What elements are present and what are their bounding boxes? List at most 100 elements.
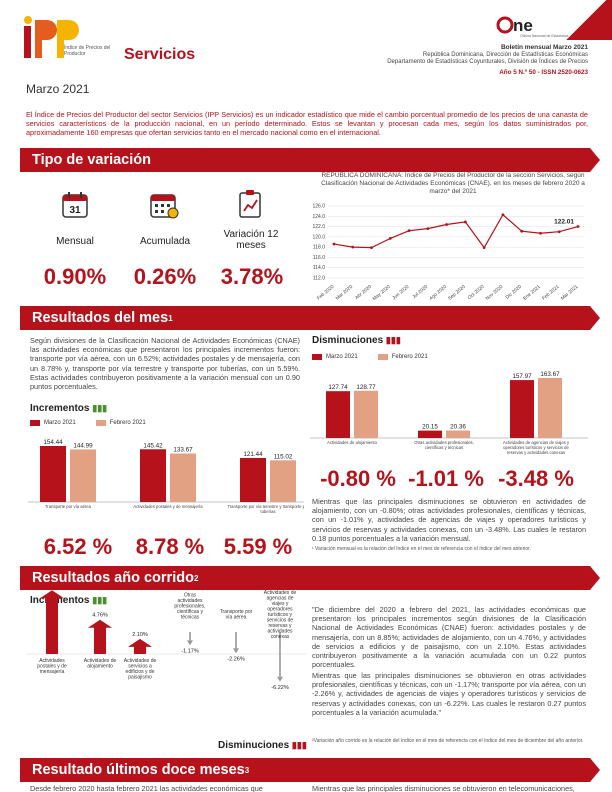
- incrementos-legend: Marzo 2021 Febrero 2021: [30, 420, 146, 426]
- section-title-resultados: Resultados del mes: [32, 310, 169, 326]
- category-label: reservas y: [268, 623, 292, 629]
- x-tick-label: Sep 2020: [447, 284, 467, 302]
- x-tick-label: Nov 2020: [485, 284, 505, 302]
- x-tick-label: Oct 2020: [467, 284, 486, 301]
- x-tick-label: Feb 2020: [316, 284, 336, 302]
- incrementos-bar-chart: 154.44 144.99 Transporte por vía aérea 145.…: [28, 439, 304, 514]
- category-label: científicas y: [177, 609, 204, 615]
- bar: [240, 457, 266, 502]
- increase-arrow: [128, 638, 152, 654]
- legend-label-mar-d: Marzo 2021: [326, 354, 358, 360]
- data-label: 145.42: [143, 442, 163, 449]
- category-label: Actividades: [39, 658, 65, 664]
- ipp-logo: [22, 14, 92, 62]
- calendar-grid-icon: [149, 191, 179, 219]
- legend-label-feb: Febrero 2021: [109, 420, 146, 426]
- category-label: Transporte por vía aérea: [45, 504, 92, 509]
- bar: [326, 391, 350, 438]
- category-label: operadores turísticos y servicios de: [503, 445, 569, 450]
- x-tick-label: Mar 2021: [560, 284, 580, 302]
- legend-swatch-feb-d: [377, 354, 388, 360]
- legend-swatch-mar-d: [312, 354, 322, 360]
- section-title: Servicios: [124, 46, 196, 63]
- inc-variation-3: 5.59 %: [223, 534, 293, 559]
- dis-variation-3: -3.48 %: [498, 466, 574, 491]
- bar: [418, 430, 442, 438]
- disminuciones-paragraph: Mientras que las principales disminucion…: [312, 497, 586, 543]
- decrease-stem: [279, 632, 281, 677]
- one-logo-subtitle: Oficina Nacional de Estadística: [520, 34, 569, 38]
- category-label: Actividades de: [264, 590, 297, 596]
- report-date: Marzo 2021: [26, 82, 90, 96]
- category-label: viajes y: [272, 601, 289, 607]
- data-label: 157.97: [512, 373, 532, 380]
- category-label: agencias de: [267, 596, 294, 602]
- section-bar-tipo: Tipo de variación: [20, 148, 600, 172]
- y-tick-label: 122.0: [312, 224, 325, 230]
- data-label: 121.44: [243, 451, 263, 458]
- incrementos-title: Incrementos ▮▮▮: [30, 403, 107, 414]
- tipo-value-mensual: 0.90%: [43, 264, 107, 289]
- category-label: turísticos y: [268, 612, 292, 618]
- anio-disminuciones-title-text: Disminuciones: [218, 740, 290, 751]
- category-label: servicios a: [128, 664, 152, 670]
- tipo-label-mensual: Mensual: [56, 236, 94, 247]
- x-tick-label: Jun 2020: [391, 284, 410, 301]
- bar-chart-up-icon-2: ▮▮▮: [92, 595, 108, 605]
- line-chart: 126.0 124.0 122.0 120.0 118.0 116.0 114.0 112.0…: [312, 204, 584, 302]
- category-label: Transporte por: [220, 609, 253, 615]
- anio-incrementos-title-text: Incrementos: [30, 595, 90, 606]
- category-label: tuberías: [260, 509, 275, 514]
- data-point: [576, 225, 580, 228]
- ipp-logo-subtitle: Índice de Precios del Productor: [64, 45, 111, 57]
- data-label: 128.77: [356, 384, 376, 391]
- clipboard-chart-icon: [237, 189, 265, 219]
- decrease-stem: [189, 632, 191, 641]
- bar-chart-down-icon: ▮▮▮: [385, 335, 401, 345]
- decrease-arrowhead: [277, 676, 283, 682]
- section-bar-resultados: Resultados del mes 1: [20, 306, 600, 330]
- bar: [70, 449, 96, 502]
- disminuciones-legend: Marzo 2021 Febrero 2021: [312, 354, 428, 360]
- data-label: -1.17%: [181, 648, 199, 654]
- category-label: técnicas: [181, 615, 200, 621]
- category-label: profesionales,: [174, 604, 205, 610]
- tipo-value-acumulada: 0.26%: [133, 264, 197, 289]
- inc-variation-1: 6.52 %: [43, 534, 113, 559]
- category-label: Actividades de: [124, 658, 157, 664]
- data-label: 154.44: [43, 439, 63, 446]
- data-label: 20.15: [422, 424, 438, 431]
- y-tick-label: 124.0: [312, 214, 325, 220]
- category-label: servicios de: [267, 618, 294, 624]
- data-point: [520, 229, 524, 233]
- one-logo: ne: [496, 16, 582, 35]
- increase-arrow: [40, 590, 64, 654]
- disminuciones-bar-chart: 127.74 128.77 Actividades de alojamiento 20…: [310, 371, 588, 455]
- category-label: edificios y de: [126, 669, 155, 675]
- line-chart-title: REPÚBLICA DOMINICANA: Índice de Precios …: [321, 172, 585, 195]
- bulletin-title: Boletín mensual Marzo 2021: [500, 44, 588, 51]
- category-label: mensajería: [40, 669, 65, 675]
- decrease-stem: [235, 632, 237, 649]
- bar: [270, 460, 296, 502]
- data-label: 8.85%: [44, 588, 60, 589]
- data-point: [388, 237, 392, 240]
- x-tick-label: Abr 2020: [354, 284, 373, 301]
- x-tick-label: Feb 2021: [541, 284, 561, 302]
- legend-label-feb-d: Febrero 2021: [391, 354, 428, 360]
- calendar-day: 31: [69, 205, 81, 216]
- category-label: reservas y actividades conexas: [507, 450, 565, 455]
- category-label: actividades: [267, 629, 293, 635]
- inc-variation-2: 8.78 %: [135, 534, 205, 559]
- y-tick-label: 116.0: [313, 255, 325, 261]
- bar: [354, 390, 378, 438]
- dis-variation-2: -1.01 %: [408, 466, 484, 491]
- data-point: [332, 242, 336, 246]
- data-point: [482, 246, 486, 250]
- institution-line-2: Departamento de Estadísticas Coyunturale…: [387, 59, 588, 65]
- data-label: 122.01: [554, 219, 574, 226]
- x-tick-label: Jul 2020: [411, 284, 429, 300]
- bar-chart-down-icon-2: ▮▮▮: [291, 740, 307, 750]
- series-line: [333, 213, 579, 249]
- category-label: vía aérea: [226, 615, 247, 621]
